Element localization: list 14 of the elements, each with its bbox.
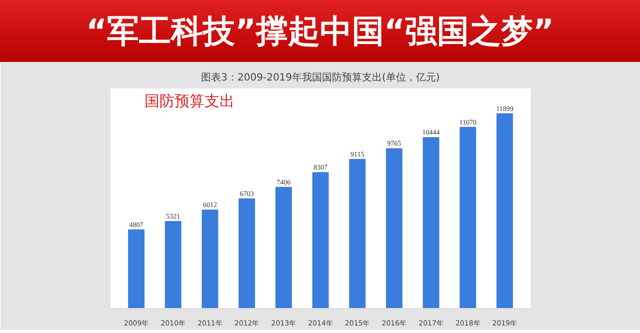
bar: [460, 126, 476, 308]
bar: [164, 220, 182, 308]
bar: [349, 158, 366, 308]
bar: [422, 137, 440, 308]
bar: [128, 229, 145, 308]
chart-subtitle: 图表3：2009-2019年我国国防预算支出(单位，亿元): [201, 72, 440, 84]
bar: [238, 198, 256, 308]
bar: [496, 113, 513, 308]
bar: [275, 186, 292, 308]
text: 国防预算支出: [144, 92, 234, 110]
bar: [312, 172, 329, 308]
chart-title: “军工科技”撑起中国“强国之梦”: [86, 11, 554, 52]
bar: [202, 210, 218, 308]
bar: [386, 148, 402, 308]
